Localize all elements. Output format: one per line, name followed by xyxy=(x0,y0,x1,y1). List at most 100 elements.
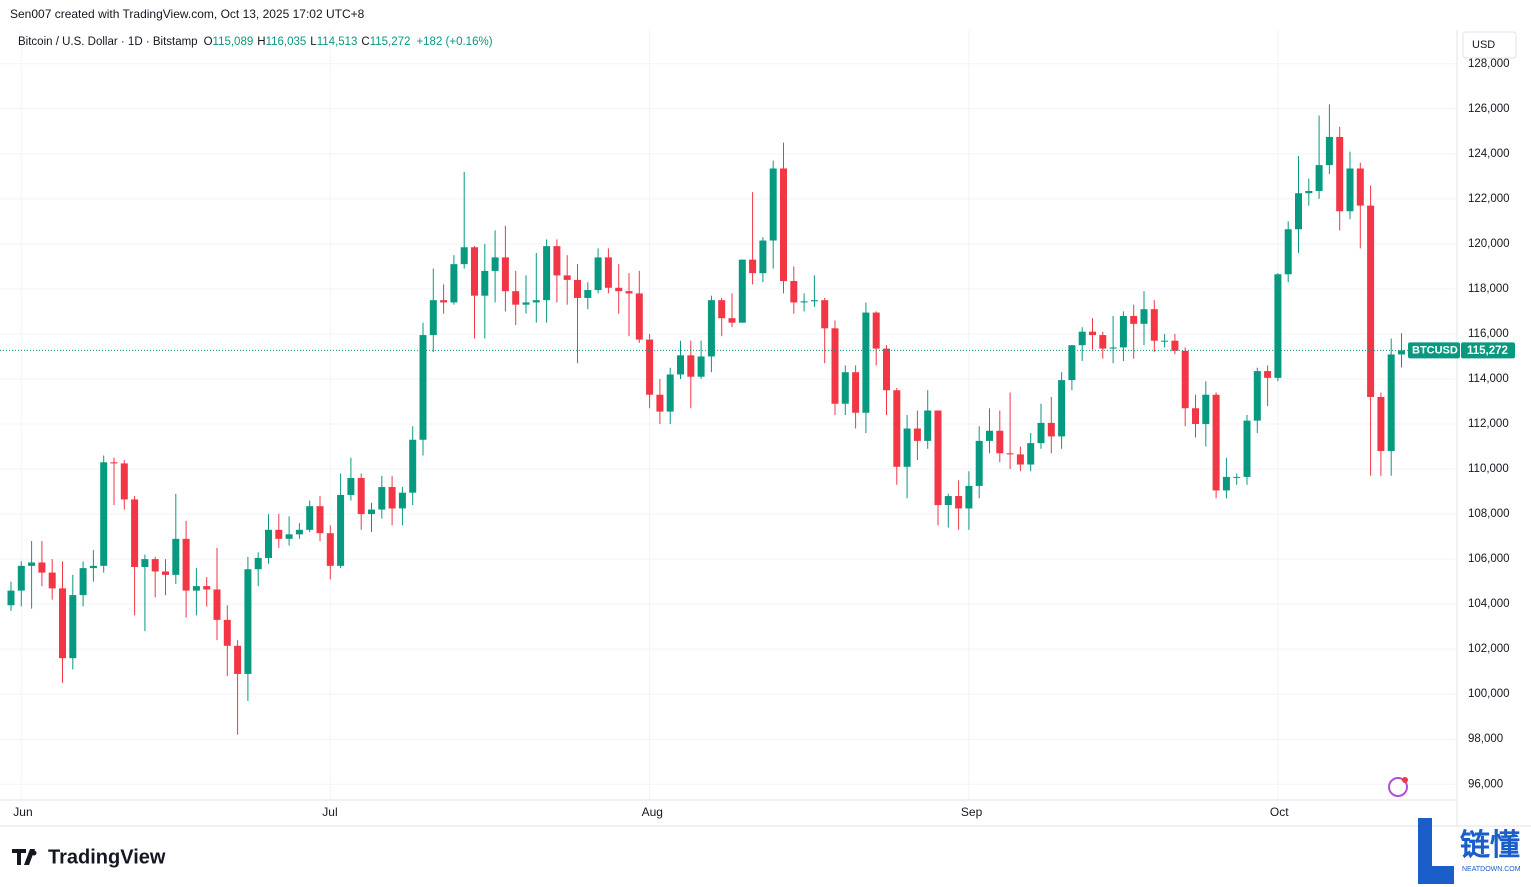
icon-dot[interactable] xyxy=(1402,777,1408,783)
candle-body xyxy=(780,168,787,282)
candle-body xyxy=(1264,371,1272,378)
x-tick-label: Jun xyxy=(13,805,32,819)
y-tick-label: 124,000 xyxy=(1468,148,1510,160)
candle-body xyxy=(1315,165,1323,191)
candle-body xyxy=(841,372,849,404)
candle-body xyxy=(975,440,983,486)
header: Sen007 created with TradingView.com, Oct… xyxy=(10,7,365,21)
candle-body xyxy=(821,300,829,329)
y-tick-label: 120,000 xyxy=(1468,238,1510,250)
candle-body xyxy=(337,494,345,566)
candle-body xyxy=(738,259,746,323)
candle-body xyxy=(512,291,520,305)
candle-body xyxy=(1284,229,1292,275)
candle-body xyxy=(1192,408,1199,425)
candle-body xyxy=(254,557,262,570)
candle-body xyxy=(1377,396,1385,452)
candle-body xyxy=(172,538,180,575)
candle-body xyxy=(192,586,200,591)
candle-body xyxy=(615,287,623,292)
candle-body xyxy=(182,538,190,591)
candle-body xyxy=(429,300,437,336)
candle-body xyxy=(604,257,612,288)
candle-body xyxy=(532,300,540,303)
candle-body xyxy=(471,247,478,296)
candle-body xyxy=(203,586,211,590)
candle-body xyxy=(1016,454,1024,465)
legend-key: L xyxy=(310,36,317,48)
legend-value: 116,035 xyxy=(266,36,307,48)
candle-body xyxy=(295,529,303,535)
candle-body xyxy=(1058,380,1066,437)
candle-body xyxy=(1078,331,1086,346)
grid xyxy=(0,30,1455,800)
y-tick-label: 108,000 xyxy=(1468,508,1510,520)
candle-body xyxy=(996,430,1004,454)
candle-body xyxy=(1047,422,1055,437)
candle-body xyxy=(7,590,15,606)
candle-body xyxy=(862,312,870,413)
y-tick-label: 98,000 xyxy=(1468,733,1503,745)
currency-button[interactable] xyxy=(1462,31,1517,59)
candle-body xyxy=(162,571,169,575)
y-tick-label: 102,000 xyxy=(1468,643,1510,655)
candle-body xyxy=(687,355,695,377)
candle-body xyxy=(419,335,427,440)
candle-body xyxy=(326,533,334,566)
tradingview-logo: TradingView xyxy=(12,846,166,868)
candle-body xyxy=(1253,371,1261,421)
candle-body xyxy=(1027,443,1035,465)
currency[interactable]: USD xyxy=(1472,39,1495,51)
watermark: 链懂 NEATDOWN.COM xyxy=(1418,818,1521,884)
candle-body xyxy=(656,394,664,412)
candle-body xyxy=(955,496,963,509)
candle-body xyxy=(1367,205,1375,397)
candle-body xyxy=(553,246,561,276)
candle-body xyxy=(707,300,715,357)
x-tick-label: Sep xyxy=(961,805,983,819)
icon-ring[interactable] xyxy=(1388,777,1408,797)
last-price-label-bg xyxy=(1461,342,1515,359)
watermark-icon xyxy=(1418,818,1454,884)
candle-body xyxy=(522,302,530,305)
y-tick-label: 100,000 xyxy=(1468,688,1510,700)
candle-body xyxy=(646,339,654,395)
candle-body xyxy=(584,290,592,298)
candle-body xyxy=(1336,136,1344,212)
candle-body xyxy=(409,439,417,493)
candle-body xyxy=(1325,136,1333,166)
candle-body xyxy=(759,240,767,274)
spark-icon[interactable] xyxy=(1388,777,1408,797)
candle-body xyxy=(1150,309,1158,341)
candle-body xyxy=(1171,340,1179,351)
candle-body xyxy=(1119,315,1127,348)
x-tick-label: Oct xyxy=(1270,805,1289,819)
candle-body xyxy=(1130,315,1138,324)
candle-body xyxy=(213,589,221,620)
candle-body xyxy=(800,301,808,303)
y-tick-label: 116,000 xyxy=(1468,328,1509,340)
candle-body xyxy=(883,348,890,391)
candle-body xyxy=(666,374,674,412)
y-tick-label: 114,000 xyxy=(1468,373,1509,385)
candle-body xyxy=(388,487,396,509)
candle-body xyxy=(574,279,581,298)
candle-body xyxy=(501,257,509,292)
candle-body xyxy=(131,499,139,567)
candle-body xyxy=(1222,476,1230,491)
y-tick-label: 106,000 xyxy=(1468,553,1510,565)
candle-body xyxy=(17,565,25,591)
candle-body xyxy=(635,293,643,340)
legend-title: Bitcoin / U.S. Dollar · 1D · Bitstamp xyxy=(18,36,198,48)
legend: Bitcoin / U.S. Dollar · 1D · Bitstamp O11… xyxy=(18,36,493,48)
y-tick-label: 110,000 xyxy=(1468,463,1509,475)
candle-body xyxy=(924,410,932,441)
candle-body xyxy=(1068,345,1076,381)
candle-body xyxy=(59,588,66,659)
candle-body xyxy=(491,257,499,271)
candle-body xyxy=(563,275,571,280)
symbol-label-bg xyxy=(1408,342,1460,359)
candle-body xyxy=(1387,354,1395,452)
candle-body xyxy=(223,619,231,646)
